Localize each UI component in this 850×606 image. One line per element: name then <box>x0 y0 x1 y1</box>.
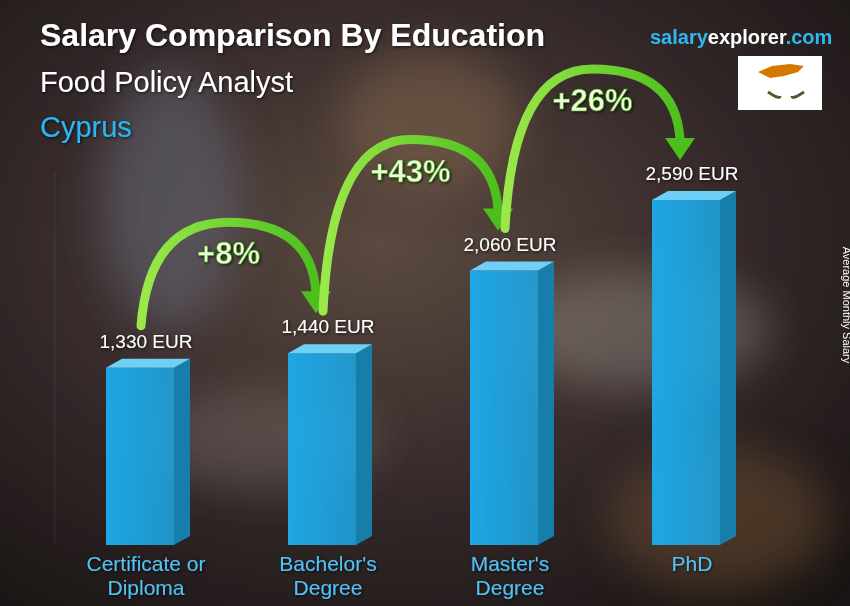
arrow-line <box>141 222 316 326</box>
x-tick-label: PhD <box>672 552 713 575</box>
flag <box>738 56 822 110</box>
source: salaryexplorer.com <box>650 26 832 48</box>
bar-side <box>538 262 554 545</box>
bar-side <box>356 344 372 545</box>
x-tick-label: Master'sDegree <box>471 552 550 599</box>
y-axis-line <box>55 172 56 545</box>
chart-container: Salary Comparison By Education Food Polic… <box>0 0 850 606</box>
change-annotation: +8% <box>197 236 260 271</box>
bar-side <box>720 191 736 545</box>
data-label: 1,440 EUR <box>282 316 375 337</box>
bar-group <box>652 191 736 545</box>
bg-shape <box>100 70 240 330</box>
location: Cyprus <box>40 111 132 143</box>
data-label: 2,590 EUR <box>646 163 739 184</box>
subtitle: Food Policy Analyst <box>40 66 293 98</box>
flag-field <box>738 56 822 110</box>
arrow-head <box>665 138 695 160</box>
source-part: explorer <box>708 26 787 48</box>
change-annotation: +43% <box>370 154 450 189</box>
flag-island <box>758 64 804 78</box>
bar <box>106 368 174 545</box>
x-tick-label-line: Diploma <box>107 576 184 599</box>
change-arrow <box>141 222 331 326</box>
bar <box>652 200 720 545</box>
bar-side <box>174 359 190 545</box>
chart-svg: Salary Comparison By Education Food Polic… <box>0 0 850 606</box>
x-tick-label-line: Bachelor's <box>279 552 376 575</box>
x-tick-label-line: Degree <box>294 576 363 599</box>
background-blur <box>100 50 830 590</box>
x-tick-label-line: PhD <box>672 552 713 575</box>
x-tick-label-line: Degree <box>476 576 545 599</box>
x-tick-label: Certificate orDiploma <box>86 552 205 599</box>
bar-group <box>106 359 190 545</box>
bar <box>288 353 356 545</box>
change-annotation: +26% <box>552 83 632 118</box>
bars <box>106 191 736 545</box>
x-tick-label-line: Certificate or <box>86 552 205 575</box>
data-label: 1,330 EUR <box>100 331 193 352</box>
bg-shape <box>340 50 520 190</box>
x-tick-label: Bachelor'sDegree <box>279 552 376 599</box>
arrow-line <box>505 69 680 229</box>
flag-branches <box>768 92 804 97</box>
bar-group <box>470 262 554 545</box>
bar-top <box>106 359 190 368</box>
title: Salary Comparison By Education <box>40 17 545 53</box>
change-arrow <box>323 140 513 312</box>
bar-top <box>652 191 736 200</box>
source-part: salary <box>650 26 709 48</box>
change-arrow <box>505 69 695 229</box>
x-tick-label-line: Master's <box>471 552 550 575</box>
arrow-line <box>323 140 498 312</box>
bar-group <box>288 344 372 545</box>
y-axis-label: Average Monthly Salary <box>841 247 850 364</box>
source-part: .com <box>786 26 833 48</box>
data-label: 2,060 EUR <box>464 234 557 255</box>
background <box>0 0 850 606</box>
bar-top <box>470 262 554 271</box>
bar <box>470 271 538 545</box>
bar-top <box>288 344 372 353</box>
